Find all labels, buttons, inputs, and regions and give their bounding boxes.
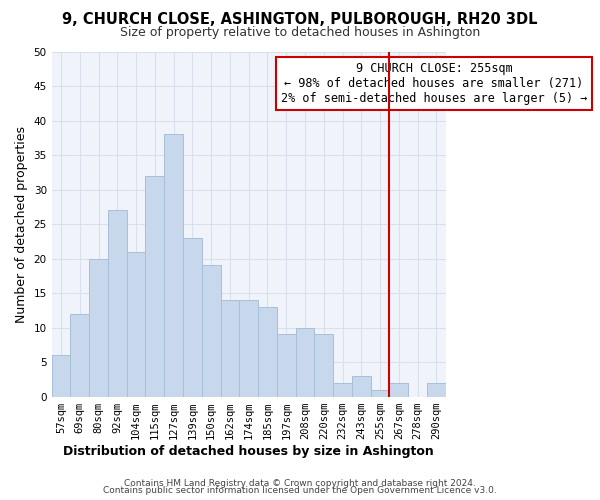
Bar: [221, 300, 239, 396]
Bar: [183, 238, 202, 396]
Bar: [352, 376, 371, 396]
Bar: [389, 383, 408, 396]
Bar: [108, 210, 127, 396]
Bar: [314, 334, 333, 396]
Bar: [258, 307, 277, 396]
Bar: [70, 314, 89, 396]
Text: Size of property relative to detached houses in Ashington: Size of property relative to detached ho…: [120, 26, 480, 39]
Text: 9, CHURCH CLOSE, ASHINGTON, PULBOROUGH, RH20 3DL: 9, CHURCH CLOSE, ASHINGTON, PULBOROUGH, …: [62, 12, 538, 28]
Bar: [277, 334, 296, 396]
Y-axis label: Number of detached properties: Number of detached properties: [15, 126, 28, 322]
X-axis label: Distribution of detached houses by size in Ashington: Distribution of detached houses by size …: [64, 444, 434, 458]
Bar: [89, 258, 108, 396]
Bar: [145, 176, 164, 396]
Bar: [371, 390, 389, 396]
Bar: [127, 252, 145, 396]
Bar: [333, 383, 352, 396]
Bar: [164, 134, 183, 396]
Bar: [202, 266, 221, 396]
Text: Contains public sector information licensed under the Open Government Licence v3: Contains public sector information licen…: [103, 486, 497, 495]
Text: Contains HM Land Registry data © Crown copyright and database right 2024.: Contains HM Land Registry data © Crown c…: [124, 478, 476, 488]
Bar: [296, 328, 314, 396]
Bar: [427, 383, 446, 396]
Bar: [239, 300, 258, 396]
Text: 9 CHURCH CLOSE: 255sqm
← 98% of detached houses are smaller (271)
2% of semi-det: 9 CHURCH CLOSE: 255sqm ← 98% of detached…: [281, 62, 587, 105]
Bar: [52, 355, 70, 397]
